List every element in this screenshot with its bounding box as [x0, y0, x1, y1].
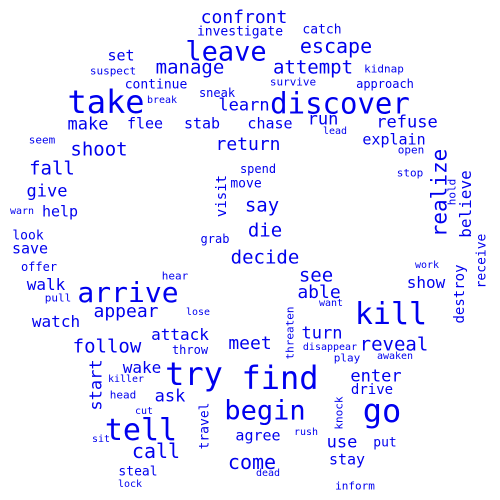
word-move: move: [230, 176, 262, 192]
word-play: play: [333, 351, 361, 365]
word-offer: offer: [20, 260, 58, 274]
word-explain: explain: [362, 130, 426, 149]
word-set: set: [107, 46, 135, 65]
word-awaken: awaken: [376, 351, 414, 362]
word-hear: hear: [161, 269, 189, 283]
word-start: start: [86, 359, 107, 411]
word-visit: visit: [214, 174, 230, 218]
word-stop: stop: [396, 166, 424, 180]
word-confront: confront: [200, 7, 288, 28]
word-save: save: [11, 239, 49, 258]
word-destroy: destroy: [452, 264, 468, 324]
word-ask: ask: [154, 386, 186, 407]
word-dead: dead: [255, 468, 281, 479]
word-rush: rush: [293, 427, 319, 438]
word-chase: chase: [247, 114, 293, 133]
word-able: able: [297, 282, 341, 303]
word-come: come: [227, 450, 277, 474]
word-work: work: [414, 260, 440, 271]
word-die: die: [247, 219, 283, 242]
word-enter: enter: [350, 366, 402, 387]
word-flee: flee: [126, 114, 164, 133]
word-throw: throw: [171, 343, 209, 357]
word-reveal: reveal: [359, 333, 429, 356]
word-steal: steal: [118, 464, 158, 480]
word-lock: lock: [117, 479, 143, 490]
word-kill: kill: [354, 297, 428, 332]
word-grab: grab: [200, 232, 230, 246]
word-catch: catch: [302, 22, 342, 38]
word-watch: watch: [31, 312, 81, 331]
word-receive: receive: [474, 233, 490, 289]
word-warn: warn: [9, 206, 35, 217]
word-head: head: [109, 388, 137, 402]
word-sit: sit: [91, 434, 111, 445]
word-discover: discover: [270, 86, 410, 121]
word-spend: spend: [239, 162, 277, 176]
word-refuse: refuse: [376, 112, 438, 133]
word-appear: appear: [93, 301, 159, 322]
word-give: give: [26, 181, 68, 202]
word-tell: tell: [104, 413, 178, 448]
word-disappear: disappear: [302, 342, 358, 353]
word-attempt: attempt: [272, 56, 354, 79]
word-see: see: [298, 264, 334, 287]
word-fall: fall: [29, 157, 75, 180]
word-go: go: [362, 392, 402, 430]
word-inform: inform: [335, 479, 375, 493]
word-want: want: [318, 298, 344, 309]
word-agree: agree: [235, 426, 281, 445]
word-killer: killer: [107, 374, 145, 385]
word-investigate: investigate: [196, 24, 284, 40]
word-walk: walk: [26, 275, 66, 294]
word-pull: pull: [44, 291, 72, 305]
word-look: look: [12, 228, 44, 244]
word-stay: stay: [328, 450, 366, 469]
word-wake: wake: [122, 358, 162, 377]
word-run: run: [307, 109, 339, 130]
word-shoot: shoot: [70, 138, 128, 161]
word-arrive: arrive: [77, 276, 179, 309]
word-open: open: [397, 143, 425, 157]
word-continue: continue: [124, 77, 188, 93]
word-approach: approach: [356, 77, 414, 91]
word-return: return: [215, 134, 281, 155]
word-drive: drive: [350, 382, 394, 398]
word-seem: seem: [28, 133, 56, 147]
word-threaten: threaten: [283, 306, 297, 360]
word-learn: learn: [218, 95, 270, 116]
word-travel: travel: [197, 402, 213, 450]
word-turn: turn: [301, 323, 343, 344]
word-cut: cut: [134, 406, 154, 417]
word-kidnap: kidnap: [364, 62, 404, 76]
word-knock: knock: [332, 396, 346, 430]
word-suspect: suspect: [89, 64, 137, 78]
word-follow: follow: [72, 335, 142, 358]
word-make: make: [67, 114, 109, 135]
word-meet: meet: [228, 333, 272, 354]
word-lead: lead: [322, 126, 348, 137]
word-leave: leave: [185, 36, 267, 68]
word-believe: believe: [456, 170, 475, 238]
word-attack: attack: [151, 325, 209, 344]
word-break: break: [146, 95, 178, 106]
word-begin: begin: [224, 395, 306, 427]
word-lose: lose: [185, 307, 211, 318]
word-sneak: sneak: [198, 86, 236, 100]
word-help: help: [41, 202, 79, 221]
word-try: try: [165, 355, 223, 393]
word-call: call: [131, 439, 181, 463]
word-put: put: [373, 435, 397, 451]
word-decide: decide: [230, 246, 300, 269]
word-manage: manage: [155, 56, 225, 79]
word-survive: survive: [269, 75, 317, 89]
word-stab: stab: [183, 114, 221, 133]
word-find: find: [241, 359, 319, 397]
word-use: use: [326, 432, 358, 453]
word-say: say: [244, 194, 280, 217]
word-show: show: [406, 273, 446, 292]
word-escape: escape: [299, 34, 373, 58]
word-take: take: [67, 83, 145, 121]
